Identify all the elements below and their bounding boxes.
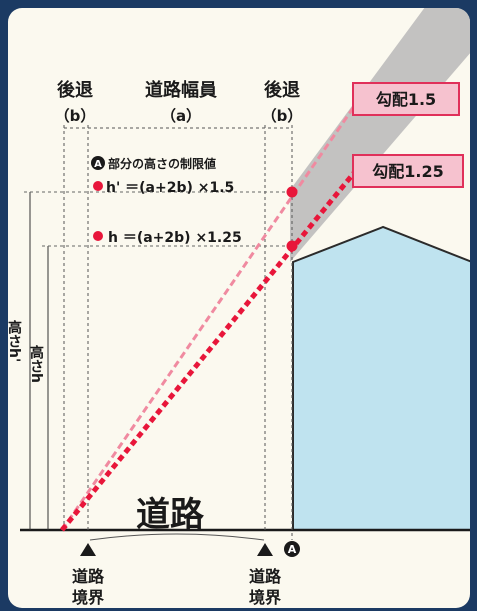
slope-line-1-25: [60, 166, 360, 532]
formula-h: h ＝(a+2b) ×1.25: [108, 230, 242, 246]
height-prime-label: 高さh': [6, 319, 22, 362]
setback-right-sub: （b）: [262, 107, 303, 125]
road-width-sub: （a）: [161, 107, 201, 125]
height-label: 高さh: [28, 344, 44, 383]
point-h: [286, 240, 298, 252]
tag-gradient-1-25: 勾配1.25: [352, 154, 464, 188]
formula-h-prime: h' ＝(a+2b) ×1.5: [106, 180, 234, 196]
tag-gradient-1-25-text: 勾配1.25: [372, 162, 443, 181]
road-width-label: 道路幅員: [145, 79, 217, 101]
marker-a-icon: [91, 156, 105, 170]
boundary-left-line1: 道路: [72, 567, 105, 586]
tag-gradient-1-5-text: 勾配1.5: [376, 90, 436, 109]
point-h-prime: [286, 186, 298, 198]
formula-h-bullet: [93, 231, 103, 241]
boundary-right-line2: 境界: [249, 588, 281, 607]
point-a-marker-letter: A: [288, 543, 297, 556]
tag-gradient-1-5: 勾配1.5: [352, 82, 460, 116]
setback-left-sub: （b）: [55, 107, 96, 125]
setback-left-label: 後退: [57, 79, 93, 101]
setback-right-label: 後退: [264, 79, 300, 101]
boundary-left-line2: 境界: [72, 588, 104, 607]
road-brace: [89, 533, 265, 541]
boundary-left-triangle-icon: [80, 543, 96, 556]
building: [292, 225, 470, 531]
boundary-right-triangle-icon: [257, 543, 273, 556]
road-label: 道路: [136, 495, 205, 535]
formula-h-prime-bullet: [93, 181, 103, 191]
boundary-right-line1: 道路: [249, 567, 282, 586]
slope-gray-band: [290, 8, 470, 262]
height-limit-title: 部分の高さの制限値: [108, 156, 216, 171]
marker-a-letter: A: [94, 159, 102, 170]
point-a-marker-icon: [284, 541, 300, 557]
